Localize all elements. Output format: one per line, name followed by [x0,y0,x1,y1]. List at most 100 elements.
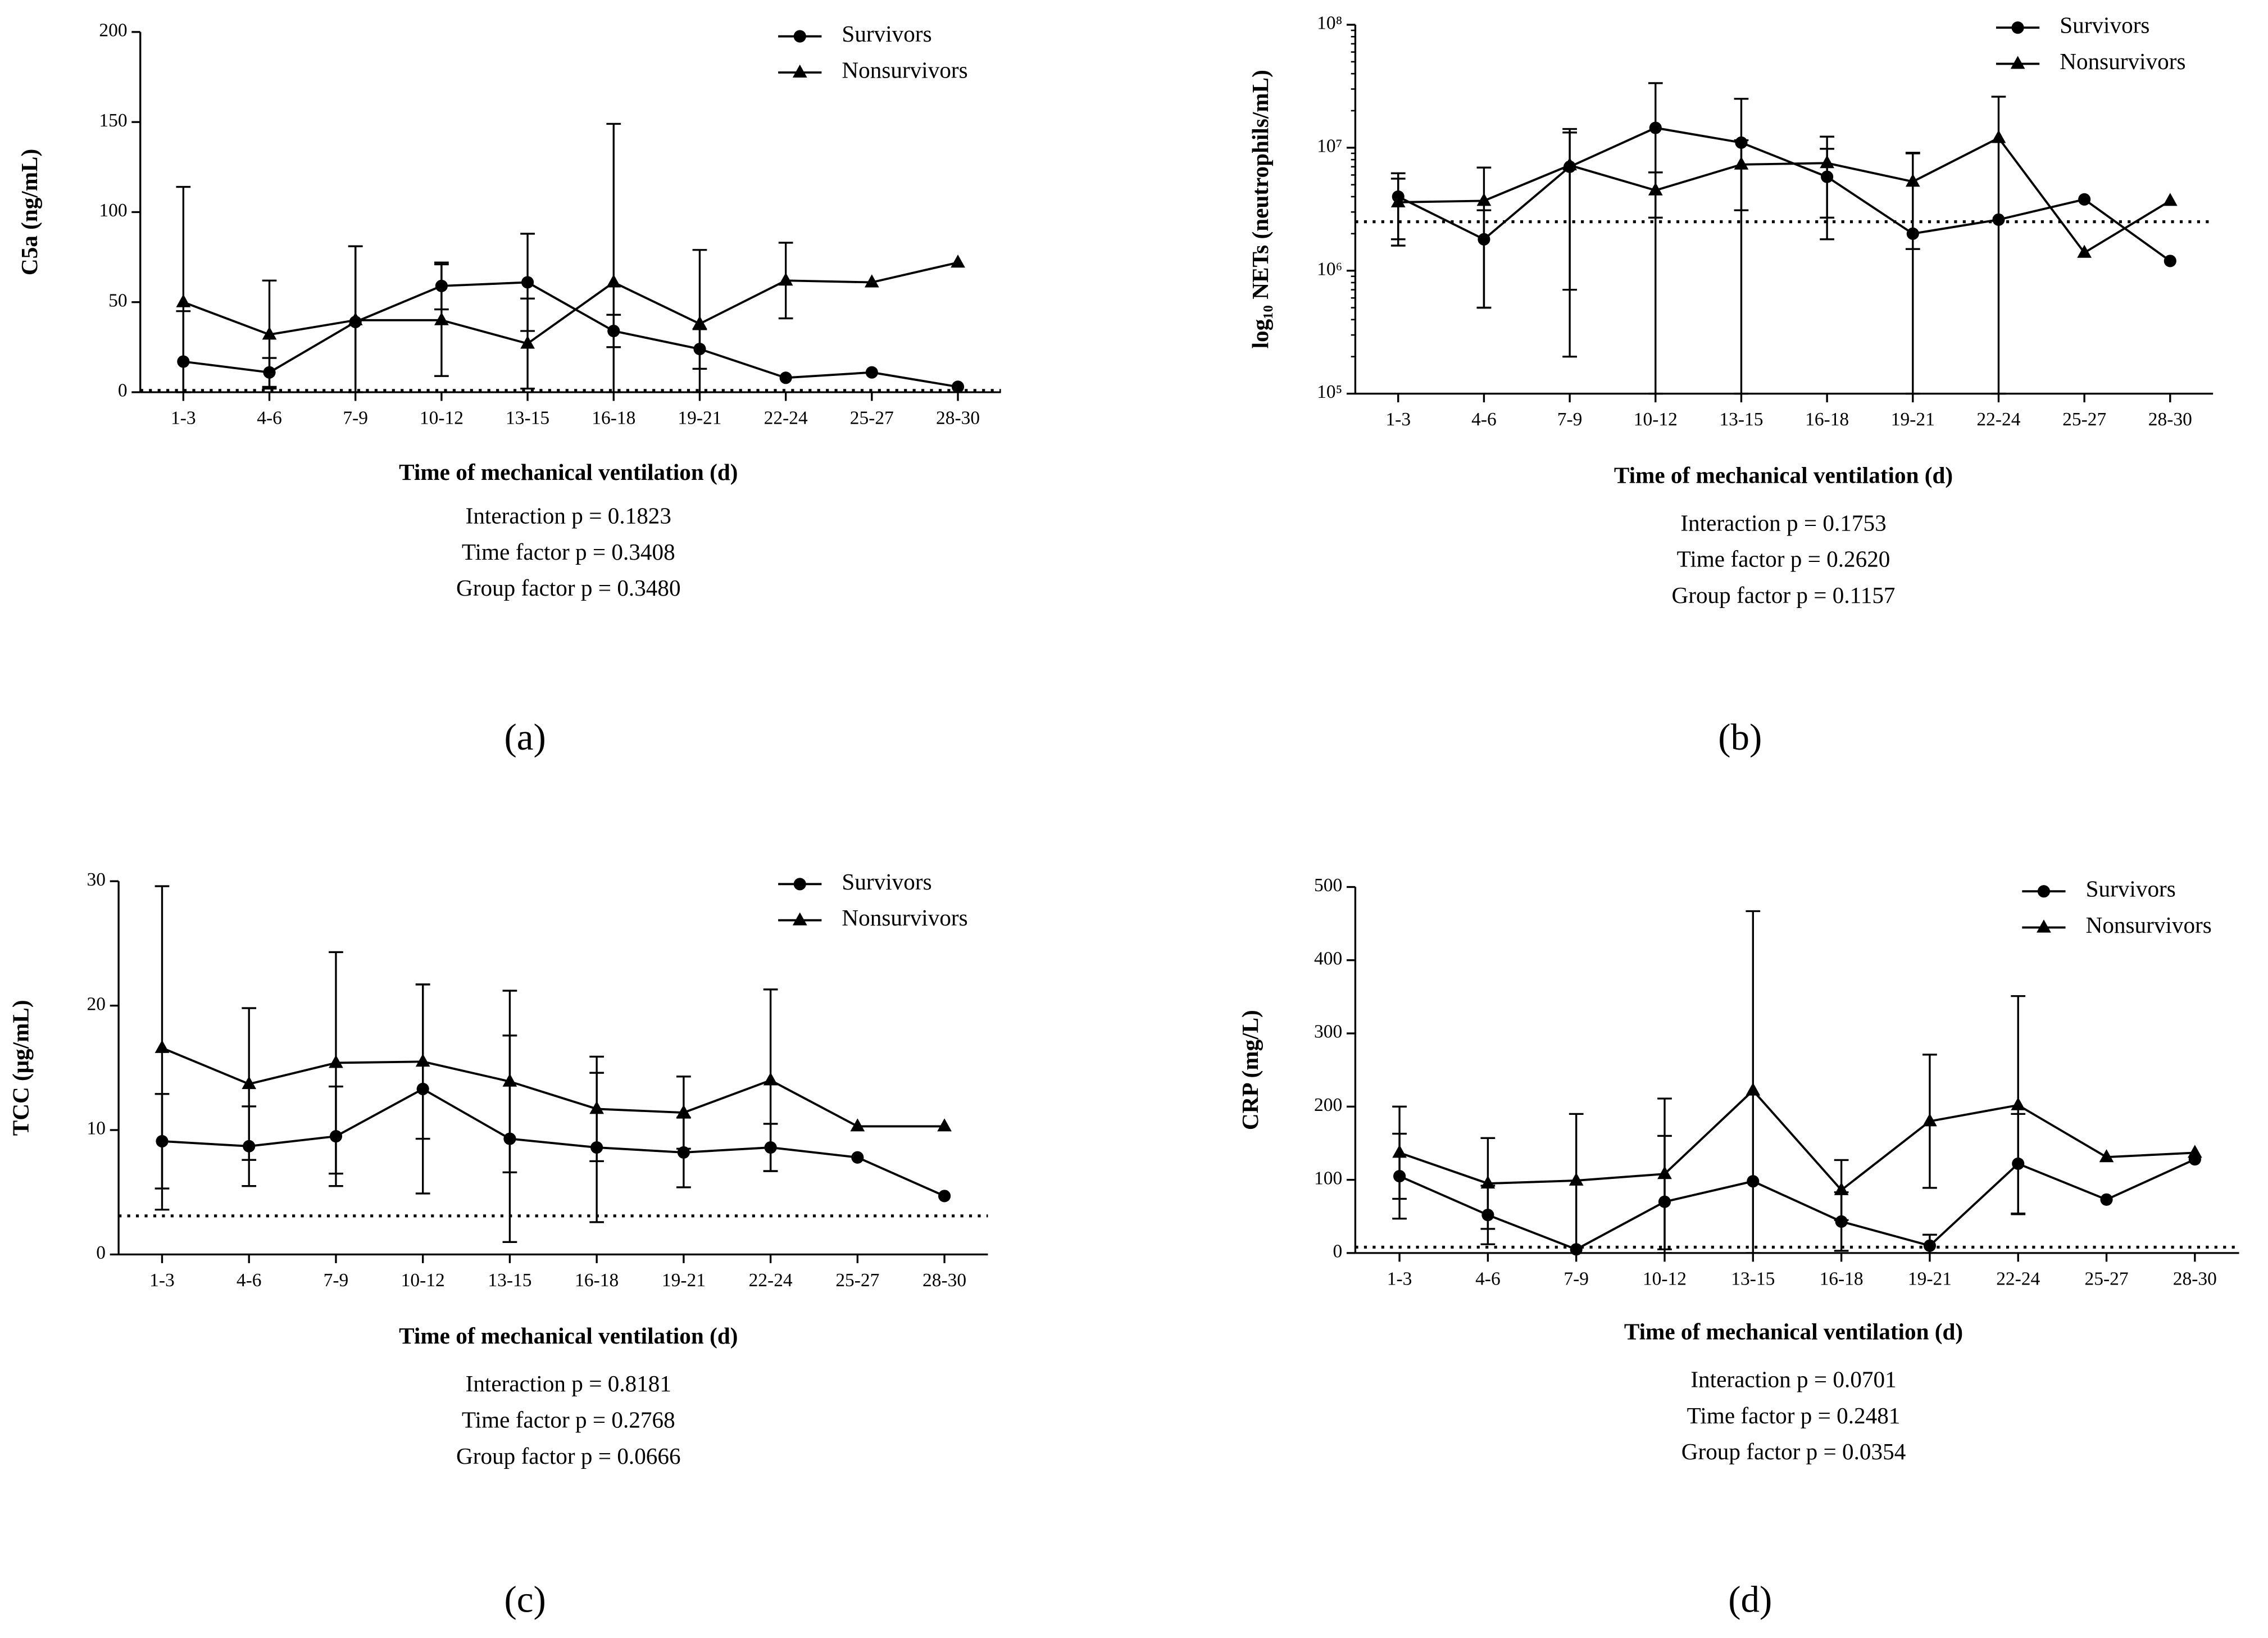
marker [763,1072,778,1086]
x-tick-label: 10-12 [1634,409,1678,430]
marker [779,371,792,384]
panel: 0 100 200 300 400 500 1-3 4-6 7-9 10-12 13-15 16-18… [1237,875,2239,1620]
y-tick-label: 30 [87,869,105,890]
legend-label: Nonsurvivors [842,57,967,83]
marker [2100,1193,2113,1206]
y-tick-label: 0 [118,380,128,401]
marker [865,366,878,379]
x-tick-label: 25-27 [2084,1268,2128,1289]
error-bar [1746,910,1761,1254]
stat-line: Group factor p = 0.0666 [456,1443,681,1469]
x-tick-label: 7-9 [1557,409,1583,430]
stat-line: Time factor p = 0.2481 [1687,1403,1901,1428]
y-axis-label: CRP (mg/L) [1237,1010,1263,1130]
x-tick-label: 4-6 [237,1270,262,1291]
series-line [1399,1158,2196,1251]
marker [2011,1097,2026,1110]
marker [692,316,707,329]
legend-label: Nonsurvivors [2060,48,2185,74]
marker [1991,130,2006,143]
x-axis-label: Time of mechanical ventilation (d) [1614,462,1953,488]
series-line [1399,1088,2195,1192]
x-tick-label: 25-27 [2062,409,2106,430]
panel: 10⁵ 10⁶ 10⁷ 10⁸ 1-3 4-6 7-9 10-12 13-15 16-18 19-2… [1247,12,2214,758]
marker [606,274,621,288]
x-tick-label: 7-9 [1563,1268,1589,1289]
series-line [162,1087,945,1197]
legend-label: Nonsurvivors [842,905,967,931]
x-tick-label: 28-30 [2148,409,2192,430]
y-tick-label: 10⁸ [1317,13,1342,34]
marker [1392,1145,1407,1158]
marker [850,1118,865,1132]
y-tick-label: 200 [99,20,127,41]
marker [2077,244,2092,258]
x-tick-label: 13-15 [1719,409,1763,430]
stat-line: Time factor p = 0.2620 [1677,546,1890,572]
x-axis-label: Time of mechanical ventilation (d) [1624,1319,1963,1345]
y-tick-label: 100 [99,200,127,221]
y-tick-label: 100 [1314,1168,1342,1188]
x-tick-label: 19-21 [1891,409,1935,430]
marker [951,255,965,268]
x-tick-label: 28-30 [936,408,980,429]
marker [864,274,879,288]
legend-label: Survivors [2086,876,2176,902]
x-tick-label: 28-30 [2173,1268,2217,1289]
error-bar [1648,82,1663,395]
series-line [161,1047,945,1128]
marker [778,273,793,286]
y-tick-label: 400 [1314,948,1342,969]
marker [1922,1113,1937,1127]
marker [502,1073,517,1087]
y-tick-label: 0 [96,1242,106,1263]
marker [2037,885,2051,898]
error-bar [1476,166,1492,309]
marker [1834,1182,1849,1195]
x-tick-label: 22-24 [1976,409,2020,430]
panel-label: (c) [504,1578,546,1620]
marker [676,1104,691,1118]
y-tick-label: 10⁵ [1317,382,1342,402]
x-tick-label: 13-15 [1731,1268,1775,1289]
series-line [1398,137,2171,255]
x-tick-label: 16-18 [1820,1268,1864,1289]
x-tick-label: 4-6 [1475,1268,1501,1289]
stat-line: Time factor p = 0.2768 [462,1407,675,1433]
error-bar [606,122,621,393]
x-tick-label: 16-18 [575,1270,619,1291]
panel-label: (a) [504,716,546,758]
y-tick-label: 50 [108,290,127,311]
stat-line: Interaction p = 0.8181 [466,1371,671,1396]
x-tick-label: 4-6 [257,408,282,429]
x-tick-label: 16-18 [1805,409,1849,430]
panel: 0 10 20 30 1-3 4-6 7-9 10-12 13-15 16-18 19-21 22-2… [8,869,988,1620]
stat-line: Time factor p = 0.3408 [462,539,675,565]
legend-label: Survivors [842,21,931,47]
marker [1905,174,1920,187]
marker [415,1054,430,1067]
x-tick-label: 1-3 [149,1270,175,1291]
marker [589,1101,605,1114]
x-tick-label: 7-9 [324,1270,349,1291]
x-tick-label: 22-24 [1996,1268,2040,1289]
x-tick-label: 1-3 [171,408,196,429]
error-bar [176,185,191,393]
panel: 0 50 100 150 200 1-3 4-6 7-9 10-12 13-15 16-18 19-2… [16,20,1001,758]
marker [792,64,807,78]
y-tick-label: 200 [1314,1095,1342,1115]
panel-label: (b) [1718,716,1762,758]
x-tick-label: 22-24 [749,1270,793,1291]
x-tick-label: 16-18 [592,408,635,429]
x-tick-label: 10-12 [420,408,463,429]
y-axis-label: TCC (μg/mL) [8,1000,34,1136]
series-line [1397,126,2171,262]
x-tick-label: 13-15 [506,408,549,429]
x-tick-label: 19-21 [678,408,721,429]
stat-line: Group factor p = 0.0354 [1681,1439,1906,1464]
marker [520,335,535,349]
marker [1835,1215,1848,1228]
marker [2078,193,2091,206]
marker [1562,157,1577,171]
y-tick-label: 0 [1333,1241,1343,1262]
